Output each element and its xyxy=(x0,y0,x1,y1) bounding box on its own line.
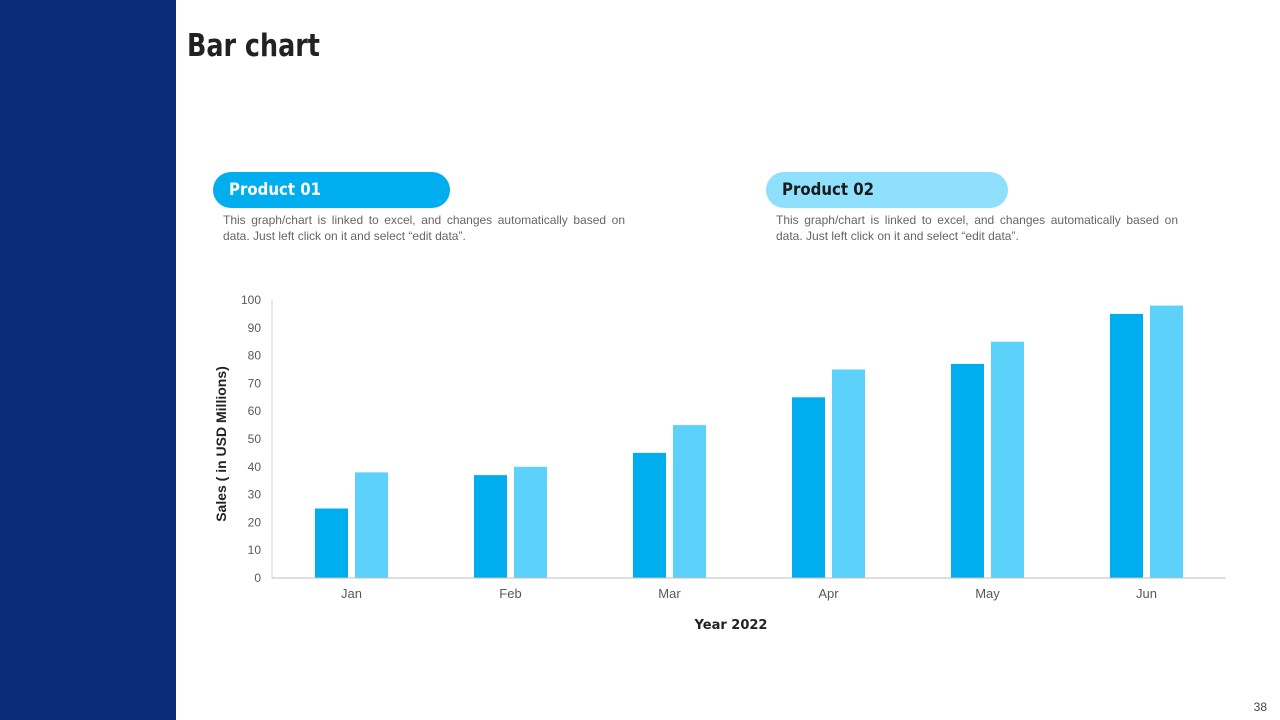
product-02-label: Product 02 xyxy=(782,180,875,200)
bar-series2-may xyxy=(991,341,1024,578)
bar-series1-apr xyxy=(792,397,825,578)
x-tick-label: Apr xyxy=(818,586,839,601)
product-02-pill: Product 02 xyxy=(766,172,1008,208)
x-tick-label: Feb xyxy=(499,586,521,601)
y-tick-label: 90 xyxy=(248,321,262,335)
x-tick-label: Jan xyxy=(341,586,362,601)
product-01-label: Product 01 xyxy=(229,180,322,200)
y-tick-label: 20 xyxy=(248,515,262,529)
y-tick-label: 0 xyxy=(254,571,261,585)
y-tick-label: 10 xyxy=(248,543,262,557)
y-tick-label: 60 xyxy=(248,404,262,418)
page-title: Bar chart xyxy=(187,28,320,64)
bar-series2-jun xyxy=(1150,305,1183,578)
page-number: 38 xyxy=(1253,700,1267,714)
bar-series2-feb xyxy=(514,466,547,578)
bar-series1-mar xyxy=(633,452,666,578)
product-01-pill: Product 01 xyxy=(213,172,450,208)
bar-series2-mar xyxy=(673,425,706,578)
y-tick-label: 50 xyxy=(248,432,262,446)
bar-series1-jan xyxy=(315,508,348,578)
y-tick-label: 80 xyxy=(248,349,262,363)
x-tick-label: Mar xyxy=(658,586,681,601)
x-tick-label: May xyxy=(975,586,1000,601)
y-tick-label: 70 xyxy=(248,376,262,390)
y-tick-label: 40 xyxy=(248,460,262,474)
y-tick-label: 100 xyxy=(241,293,261,307)
product-02-description: This graph/chart is linked to excel, and… xyxy=(776,213,1178,243)
sidebar-panel xyxy=(0,0,176,720)
x-tick-label: Jun xyxy=(1136,586,1157,601)
x-axis-title: Year 2022 xyxy=(694,618,768,633)
bar-series1-jun xyxy=(1110,313,1143,578)
bar-series2-jan xyxy=(355,472,388,578)
y-tick-label: 30 xyxy=(248,488,262,502)
bar-series1-feb xyxy=(474,475,507,578)
product-01-description: This graph/chart is linked to excel, and… xyxy=(223,213,625,243)
y-axis-title: Sales ( in USD Millions) xyxy=(213,366,229,522)
bar-series1-may xyxy=(951,363,984,578)
bar-series2-apr xyxy=(832,369,865,578)
